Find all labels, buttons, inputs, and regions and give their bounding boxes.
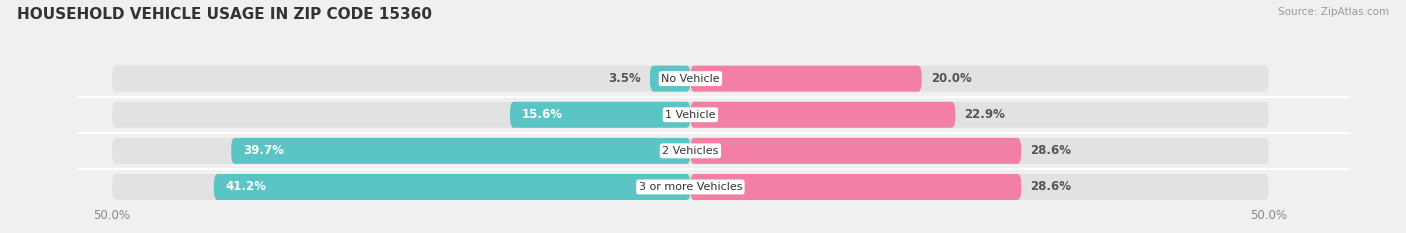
Text: HOUSEHOLD VEHICLE USAGE IN ZIP CODE 15360: HOUSEHOLD VEHICLE USAGE IN ZIP CODE 1536…: [17, 7, 432, 22]
FancyBboxPatch shape: [231, 138, 690, 164]
FancyBboxPatch shape: [214, 174, 690, 200]
Text: 22.9%: 22.9%: [965, 108, 1005, 121]
Text: 20.0%: 20.0%: [931, 72, 972, 85]
Text: 1 Vehicle: 1 Vehicle: [665, 110, 716, 120]
FancyBboxPatch shape: [690, 102, 955, 128]
FancyBboxPatch shape: [112, 102, 1268, 128]
FancyBboxPatch shape: [650, 66, 690, 92]
Text: 39.7%: 39.7%: [243, 144, 284, 157]
FancyBboxPatch shape: [690, 66, 922, 92]
Text: 28.6%: 28.6%: [1031, 181, 1071, 193]
FancyBboxPatch shape: [112, 174, 1268, 200]
Text: 15.6%: 15.6%: [522, 108, 562, 121]
Text: 28.6%: 28.6%: [1031, 144, 1071, 157]
FancyBboxPatch shape: [690, 138, 1021, 164]
FancyBboxPatch shape: [510, 102, 690, 128]
Text: 3 or more Vehicles: 3 or more Vehicles: [638, 182, 742, 192]
FancyBboxPatch shape: [112, 66, 1268, 92]
Text: 41.2%: 41.2%: [225, 181, 266, 193]
Text: 3.5%: 3.5%: [607, 72, 641, 85]
Text: Source: ZipAtlas.com: Source: ZipAtlas.com: [1278, 7, 1389, 17]
Text: 2 Vehicles: 2 Vehicles: [662, 146, 718, 156]
Text: No Vehicle: No Vehicle: [661, 74, 720, 84]
FancyBboxPatch shape: [690, 174, 1021, 200]
FancyBboxPatch shape: [112, 138, 1268, 164]
